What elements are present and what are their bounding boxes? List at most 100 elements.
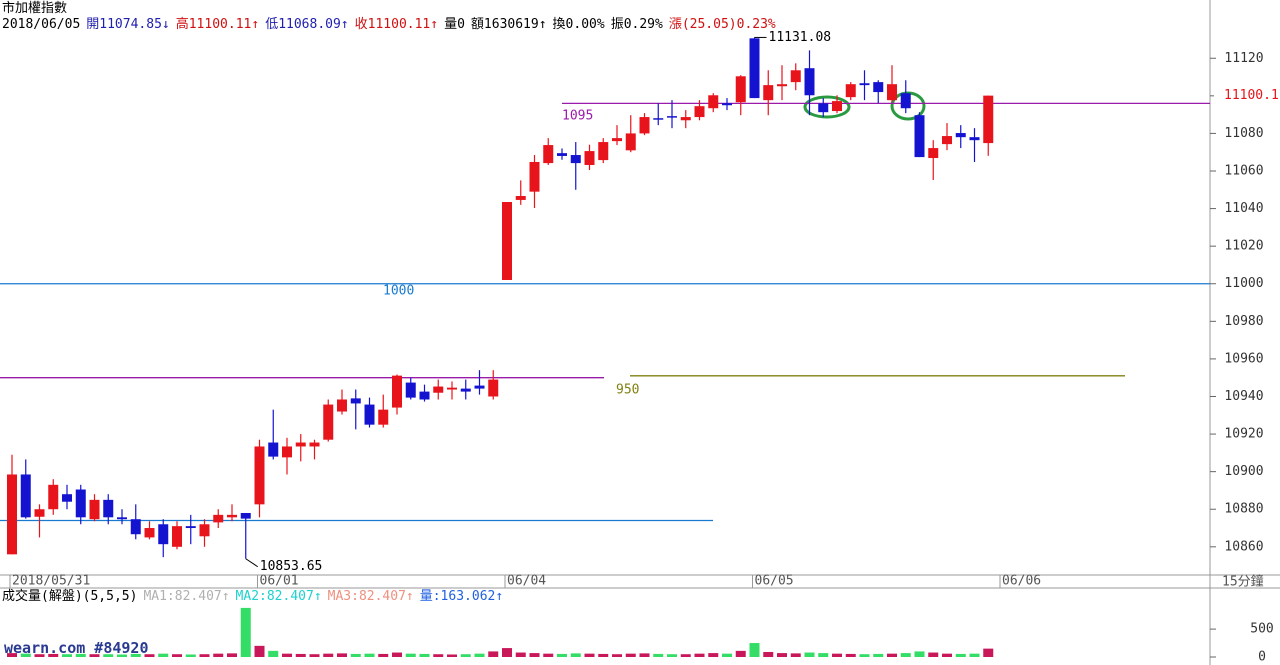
volume-legend: MA1:82.407↑ <box>143 589 230 604</box>
volume-bar <box>254 645 265 657</box>
candle-body <box>392 375 402 408</box>
volume-bar <box>117 654 127 657</box>
candle-body <box>887 84 897 101</box>
volume-bar <box>873 653 884 657</box>
candle-body <box>708 95 719 109</box>
volume-bar <box>240 607 251 657</box>
volume-bar <box>502 648 512 657</box>
candle-body <box>680 117 691 121</box>
volume-header: 成交量(解盤)(5,5,5) MA1:82.407↑ MA2:82.407↑ MA3:… <box>2 589 509 605</box>
candle-body <box>804 68 815 96</box>
volume-bar <box>625 653 636 657</box>
candle-body <box>955 133 966 138</box>
y-tick-label: 11060 <box>1224 163 1263 178</box>
volume-bar <box>515 652 526 657</box>
volume-bar <box>529 653 540 657</box>
y-tick-label: 11080 <box>1224 126 1263 141</box>
volume-bar <box>199 654 210 657</box>
volume-bar <box>887 653 897 657</box>
candle-body <box>350 398 361 404</box>
candle-body <box>48 484 59 510</box>
title: 市加權指數 <box>2 1 68 16</box>
volume-title: 成交量(解盤)(5,5,5) <box>2 589 138 604</box>
candle-body <box>172 526 182 547</box>
candle-body <box>309 442 320 447</box>
candle-body <box>818 103 829 113</box>
volume-bar <box>364 653 375 657</box>
volume-bar <box>282 653 292 657</box>
quote-item: 收11100.11↑ <box>354 17 439 32</box>
volume-bar <box>584 653 595 657</box>
candle-body <box>405 382 416 398</box>
volume-bar <box>722 653 732 657</box>
last-price: 11100.11 <box>1224 88 1280 103</box>
candle-body <box>199 524 210 537</box>
volume-bar <box>172 654 182 657</box>
y-tick-label: 10880 <box>1224 502 1263 517</box>
volume-tick-label: 500 <box>1250 622 1273 637</box>
candle-body <box>103 499 114 518</box>
volume-bar <box>48 653 59 657</box>
candle-body <box>873 82 884 93</box>
volume-bar <box>309 654 320 657</box>
candle-body <box>130 519 141 535</box>
volume-bar <box>969 653 980 657</box>
candle-body <box>983 95 994 144</box>
volume-bar <box>268 650 279 657</box>
volume-bar <box>89 654 100 657</box>
candle-body <box>859 83 870 86</box>
y-tick-label: 10960 <box>1224 351 1263 366</box>
volume-bar <box>337 653 347 657</box>
candle-body <box>625 133 636 151</box>
highlight-circle <box>890 91 926 121</box>
candle-body <box>34 509 45 517</box>
y-tick-label: 10860 <box>1224 539 1263 554</box>
line-label: 1095 <box>562 109 593 124</box>
candle-body <box>722 103 732 106</box>
volume-bar <box>158 653 169 657</box>
watermark: wearn.com #84920 <box>4 639 149 657</box>
quote-item: 開11074.85↓ <box>86 17 170 32</box>
x-tick-label: 2018/05/31 <box>12 574 90 589</box>
candle-body <box>928 148 939 159</box>
candle-body <box>337 399 347 412</box>
candle-body <box>557 153 567 156</box>
volume-bar <box>103 654 114 657</box>
candle-body <box>433 386 444 393</box>
volume-bar <box>777 653 787 657</box>
y-tick-label: 11040 <box>1224 201 1263 216</box>
candle-body <box>942 136 952 145</box>
volume-bar <box>488 651 499 657</box>
candle-body <box>543 145 554 164</box>
candle-body <box>447 387 457 390</box>
candle-body <box>364 404 375 425</box>
volume-bar <box>818 653 829 657</box>
volume-bar <box>859 654 870 657</box>
candle-body <box>694 106 705 118</box>
quote-item: 額1630619↑ <box>470 17 547 32</box>
volume-bar <box>185 654 196 657</box>
y-tick-label: 10940 <box>1224 389 1263 404</box>
volume-bar <box>570 653 581 657</box>
volume-bar <box>20 653 31 657</box>
quote-item: 振0.29% <box>610 17 663 32</box>
candle-body <box>240 512 251 519</box>
candle-body <box>749 38 760 99</box>
candle-body <box>502 202 512 280</box>
quote-item: 漲(25.05)0.23% <box>668 17 776 32</box>
y-tick-label: 11120 <box>1224 51 1263 66</box>
volume-legend: MA2:82.407↑ <box>235 589 322 604</box>
candle-body <box>378 409 389 425</box>
volume-bar <box>735 650 746 657</box>
volume-bar <box>914 651 925 657</box>
candle-body <box>515 195 526 200</box>
pointer <box>245 558 259 568</box>
volume-bar <box>474 653 485 657</box>
candle-body <box>295 442 306 447</box>
volume-bar <box>460 654 471 657</box>
line-label: 1000 <box>383 284 414 299</box>
x-tick-label: 06/05 <box>755 574 794 589</box>
candle-body <box>213 514 224 523</box>
low-label: 10853.65 <box>260 559 323 574</box>
quote-item: 量0 <box>444 17 465 32</box>
